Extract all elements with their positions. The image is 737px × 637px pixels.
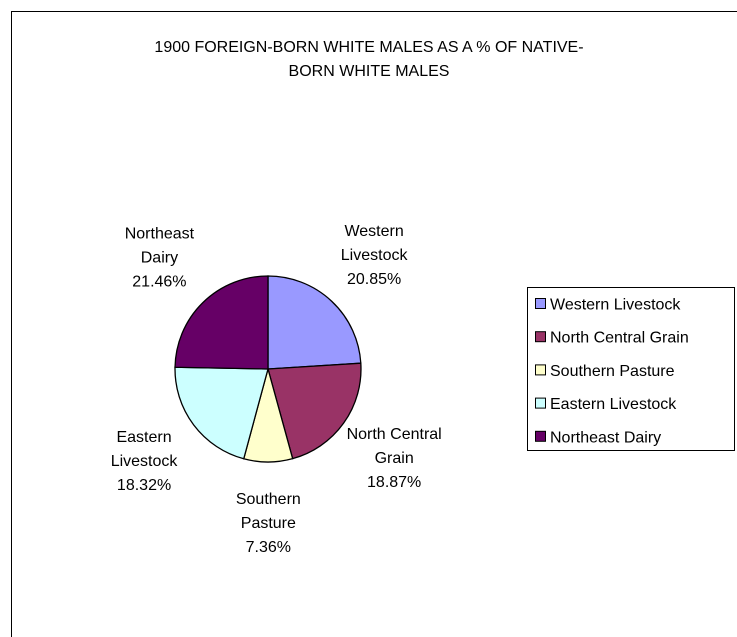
legend-swatch — [535, 364, 546, 376]
legend-swatch — [535, 430, 546, 442]
data-label-value: 7.36% — [246, 539, 291, 556]
legend-box — [527, 287, 735, 451]
legend-label: North Central Grain — [550, 330, 689, 347]
legend-swatch — [535, 298, 546, 309]
data-label-category: North Central Grain — [347, 426, 442, 467]
pie-slice — [174, 366, 269, 460]
chart-title: 1900 FOREIGN-BORN WHITE MALES AS A % OF … — [154, 39, 583, 80]
data-label-category: Northeast Dairy — [125, 225, 195, 266]
data-label-value: 18.32% — [117, 477, 171, 494]
data-label-value: 20.85% — [347, 271, 401, 288]
data-label-category: Southern Pasture — [236, 491, 301, 532]
data-label-category: Eastern Livestock — [111, 429, 179, 470]
legend-swatch — [535, 331, 546, 343]
pie-slice — [174, 275, 269, 370]
legend-label: Western Livestock — [550, 297, 681, 314]
legend-label: Northeast Dairy — [550, 429, 661, 446]
legend-swatch — [535, 397, 546, 409]
pie-slice — [267, 362, 362, 460]
legend-label: Southern Pasture — [550, 363, 675, 380]
legend-label: Eastern Livestock — [550, 396, 677, 413]
data-label-value: 18.87% — [367, 474, 421, 491]
data-label-category: Western Livestock — [341, 223, 409, 264]
pie-slice — [267, 275, 362, 370]
data-label-value: 21.46% — [132, 273, 186, 290]
